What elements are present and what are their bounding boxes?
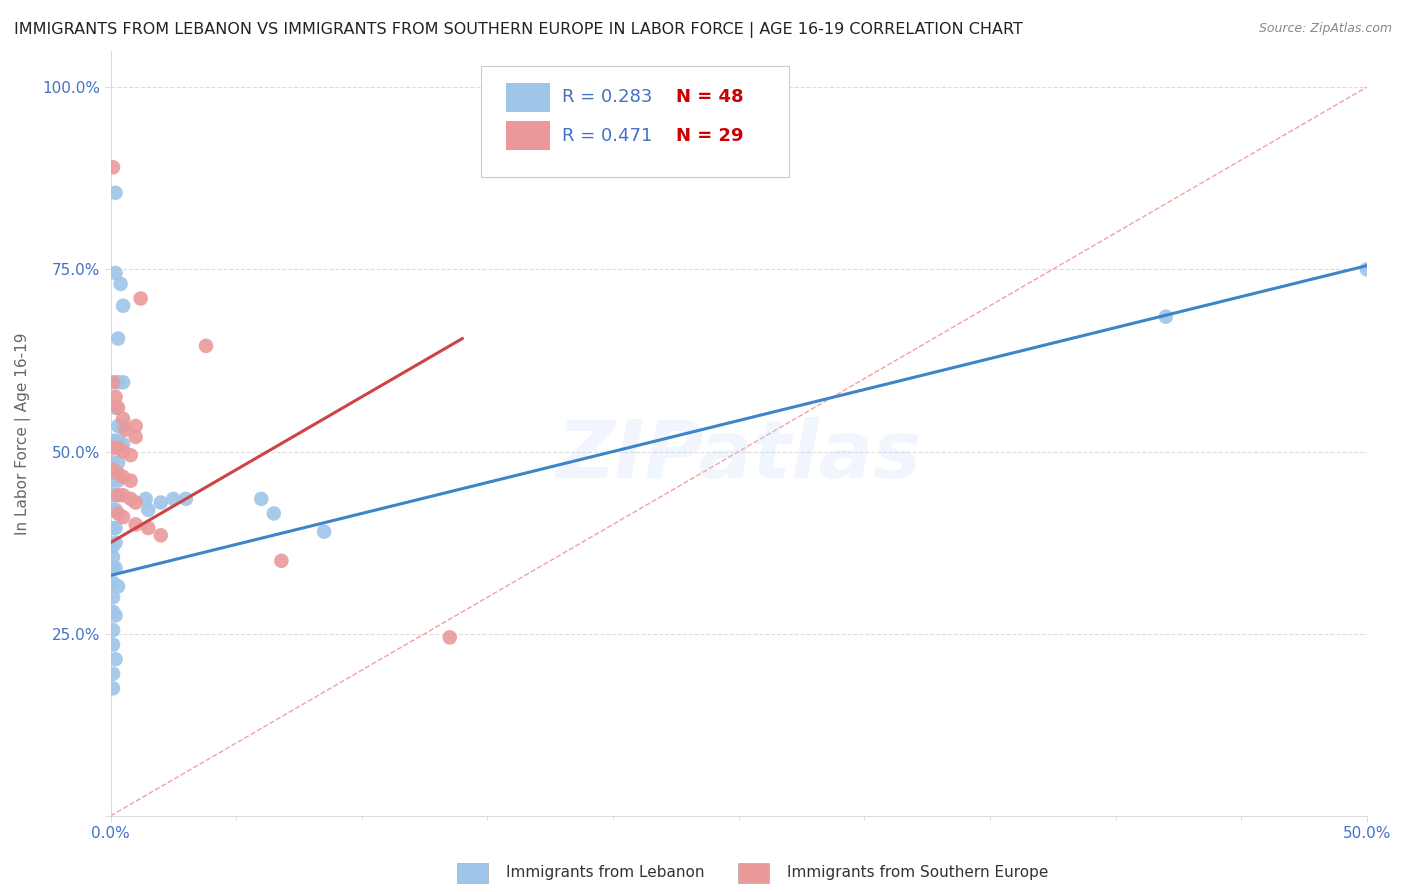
Point — [149, 495, 172, 509]
Point — [104, 503, 127, 517]
Point — [270, 554, 292, 568]
Point — [107, 401, 129, 415]
Point — [107, 434, 129, 448]
Point — [129, 292, 152, 306]
Point — [1154, 310, 1177, 324]
Point — [112, 411, 135, 425]
Point — [250, 491, 273, 506]
Text: N = 48: N = 48 — [676, 88, 744, 106]
Point — [107, 419, 129, 434]
FancyBboxPatch shape — [506, 121, 550, 150]
Point — [120, 474, 142, 488]
Point — [136, 503, 159, 517]
Point — [101, 681, 124, 696]
Point — [124, 419, 146, 434]
Point — [101, 434, 124, 448]
Point — [114, 423, 136, 437]
FancyBboxPatch shape — [481, 66, 789, 177]
Point — [101, 666, 124, 681]
Point — [101, 521, 124, 535]
Point — [112, 510, 135, 524]
Point — [101, 539, 124, 553]
Point — [101, 455, 124, 469]
FancyBboxPatch shape — [506, 83, 550, 112]
Point — [107, 455, 129, 469]
Point — [104, 561, 127, 575]
Point — [107, 332, 129, 346]
Point — [107, 376, 129, 390]
Point — [135, 491, 157, 506]
Point — [101, 638, 124, 652]
Point — [112, 437, 135, 451]
Point — [439, 631, 461, 645]
Point — [101, 376, 124, 390]
Text: R = 0.471: R = 0.471 — [561, 127, 652, 145]
Point — [101, 623, 124, 637]
Point — [101, 488, 124, 502]
Point — [120, 491, 142, 506]
Point — [120, 448, 142, 462]
Point — [1355, 262, 1378, 277]
Point — [107, 488, 129, 502]
Point — [136, 521, 159, 535]
Point — [101, 161, 124, 175]
Point — [104, 535, 127, 549]
Point — [112, 419, 135, 434]
Point — [101, 605, 124, 619]
Point — [314, 524, 336, 539]
Point — [263, 507, 285, 521]
Point — [107, 474, 129, 488]
Text: Immigrants from Southern Europe: Immigrants from Southern Europe — [787, 865, 1049, 880]
Point — [101, 561, 124, 575]
Point — [107, 467, 129, 481]
Point — [101, 441, 124, 455]
Point — [107, 441, 129, 455]
Text: Source: ZipAtlas.com: Source: ZipAtlas.com — [1258, 22, 1392, 36]
Point — [104, 401, 127, 415]
Point — [104, 488, 127, 502]
Text: Immigrants from Lebanon: Immigrants from Lebanon — [506, 865, 704, 880]
Point — [107, 579, 129, 593]
Point — [112, 488, 135, 502]
Point — [149, 528, 172, 542]
Point — [124, 430, 146, 444]
Point — [104, 652, 127, 666]
Y-axis label: In Labor Force | Age 16-19: In Labor Force | Age 16-19 — [15, 332, 31, 534]
Point — [112, 376, 135, 390]
Point — [101, 575, 124, 590]
Point — [112, 470, 135, 484]
Point — [174, 491, 197, 506]
Point — [104, 521, 127, 535]
Point — [112, 299, 135, 313]
Point — [104, 186, 127, 200]
Point — [101, 463, 124, 477]
Text: IMMIGRANTS FROM LEBANON VS IMMIGRANTS FROM SOUTHERN EUROPE IN LABOR FORCE | AGE : IMMIGRANTS FROM LEBANON VS IMMIGRANTS FR… — [14, 22, 1024, 38]
Point — [195, 339, 218, 353]
Point — [112, 444, 135, 458]
Point — [110, 277, 132, 291]
Text: ZIPatlas: ZIPatlas — [557, 417, 921, 495]
Point — [104, 390, 127, 404]
Point — [104, 266, 127, 280]
Text: N = 29: N = 29 — [676, 127, 744, 145]
Point — [124, 495, 146, 509]
Point — [162, 491, 184, 506]
Point — [101, 591, 124, 605]
Point — [107, 507, 129, 521]
Text: R = 0.283: R = 0.283 — [561, 88, 652, 106]
Point — [101, 550, 124, 565]
Point — [101, 474, 124, 488]
Point — [124, 517, 146, 532]
Point — [104, 608, 127, 623]
Point — [101, 503, 124, 517]
